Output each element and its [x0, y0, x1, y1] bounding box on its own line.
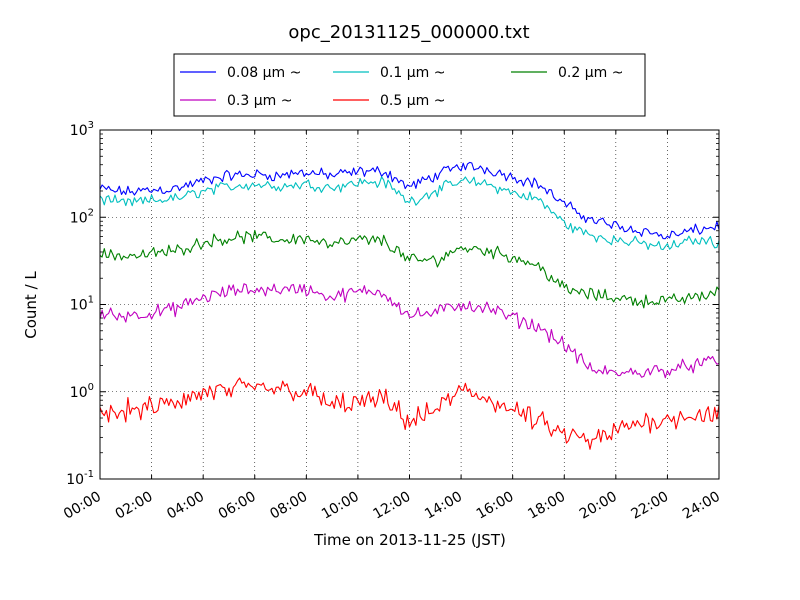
x-tick-label: 18:00	[525, 489, 568, 523]
legend-entry: 0.08 μm ~	[227, 65, 301, 81]
x-tick-label: 24:00	[680, 489, 723, 523]
x-tick-label: 08:00	[267, 489, 310, 523]
legend-entry: 0.2 μm ~	[558, 65, 623, 81]
x-tick-label: 02:00	[113, 489, 156, 523]
y-tick-label: 10-1	[66, 469, 94, 488]
series-line	[99, 176, 720, 251]
x-tick-label: 22:00	[628, 489, 671, 523]
x-tick-label: 06:00	[216, 489, 259, 523]
series-line	[99, 161, 720, 240]
series-line	[99, 377, 720, 450]
y-tick-label: 101	[70, 295, 94, 314]
legend-entry: 0.5 μm ~	[380, 93, 445, 109]
series-line	[99, 283, 720, 379]
legend-entry: 0.1 μm ~	[380, 65, 445, 81]
legend-entry: 0.3 μm ~	[227, 93, 292, 109]
y-tick-label: 103	[70, 120, 94, 139]
x-tick-label: 00:00	[61, 489, 104, 523]
x-tick-label: 16:00	[474, 489, 517, 523]
x-axis-label: Time on 2013-11-25 (JST)	[313, 531, 506, 549]
x-tick-label: 14:00	[422, 489, 465, 523]
x-tick-label: 20:00	[577, 489, 620, 523]
legend-box	[173, 53, 646, 117]
x-tick-label: 12:00	[371, 489, 414, 523]
y-tick-label: 102	[70, 207, 94, 226]
y-axis-ticks: 10-1 100 101 102 103	[66, 120, 719, 488]
x-tick-label: 04:00	[164, 489, 207, 523]
y-axis-label: Count / L	[22, 271, 40, 339]
series-line	[99, 229, 720, 309]
chart-title: opc_20131125_000000.txt	[288, 22, 529, 43]
x-tick-label: 10:00	[319, 489, 362, 523]
series-lines	[99, 161, 720, 450]
y-tick-label: 100	[70, 382, 94, 401]
legend: 0.08 μm ~ 0.1 μm ~ 0.2 μm ~ 0.3 μm ~ 0.5 μm …	[173, 53, 646, 117]
